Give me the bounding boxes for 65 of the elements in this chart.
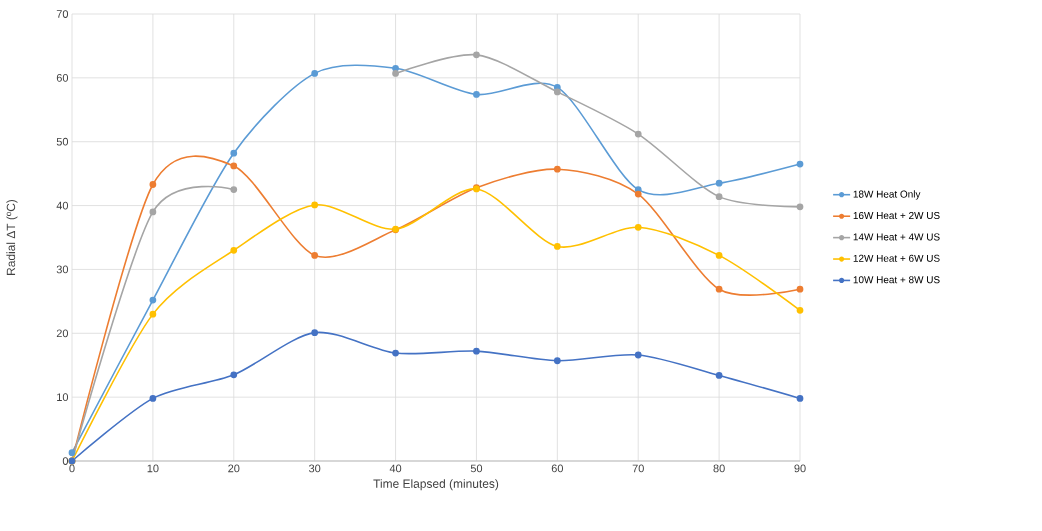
legend-label: 18W Heat Only bbox=[853, 190, 921, 200]
point bbox=[230, 186, 238, 193]
y-axis-title: Radial ΔT (ºC) bbox=[6, 199, 18, 275]
point bbox=[473, 347, 480, 355]
point bbox=[392, 349, 399, 357]
point bbox=[715, 372, 723, 379]
y-tick-label: 20 bbox=[56, 329, 69, 338]
point bbox=[796, 285, 804, 293]
point bbox=[634, 190, 642, 198]
legend-label: 12W Heat + 6W US bbox=[853, 254, 940, 262]
point bbox=[634, 351, 642, 359]
point bbox=[715, 285, 723, 293]
y-tick-label: 10 bbox=[57, 393, 69, 402]
point bbox=[230, 149, 238, 157]
point bbox=[230, 246, 238, 254]
point bbox=[553, 357, 561, 365]
point bbox=[715, 179, 723, 187]
y-tick-label: 40 bbox=[56, 201, 69, 210]
point bbox=[230, 162, 238, 170]
point bbox=[68, 449, 76, 457]
point bbox=[149, 181, 157, 188]
point bbox=[473, 51, 480, 59]
x-tick-label: 30 bbox=[309, 464, 321, 473]
y-tick-label: 60 bbox=[56, 73, 69, 82]
x-tick-label: 40 bbox=[389, 464, 402, 473]
x-tick-label: 70 bbox=[632, 464, 644, 473]
point bbox=[715, 251, 723, 259]
point bbox=[553, 88, 561, 96]
y-tick-label: 0 bbox=[62, 457, 69, 465]
point bbox=[553, 243, 561, 250]
point bbox=[634, 223, 642, 231]
x-tick-label: 10 bbox=[147, 464, 159, 473]
point bbox=[796, 203, 804, 211]
point bbox=[149, 296, 157, 304]
x-tick-label: 0 bbox=[69, 464, 75, 473]
point bbox=[230, 371, 238, 379]
legend-label: 16W Heat + 2W US bbox=[853, 212, 940, 220]
point bbox=[473, 91, 480, 98]
point bbox=[149, 208, 157, 216]
point bbox=[392, 70, 399, 77]
point bbox=[553, 84, 561, 91]
x-axis-title: Time Elapsed (minutes) bbox=[373, 479, 499, 491]
x-tick-label: 50 bbox=[470, 464, 483, 473]
x-tick-label: 90 bbox=[794, 464, 806, 473]
x-tick-label: 20 bbox=[228, 464, 240, 473]
point bbox=[796, 395, 804, 402]
point bbox=[715, 193, 723, 201]
point bbox=[796, 160, 804, 168]
point bbox=[149, 310, 157, 318]
point bbox=[149, 395, 157, 402]
point bbox=[311, 251, 319, 259]
legend-label: 10W Heat + 8W US bbox=[853, 276, 940, 284]
y-tick-label: 70 bbox=[56, 10, 69, 18]
legend-label: 14W Heat + 4W US bbox=[853, 233, 940, 241]
point bbox=[553, 165, 561, 173]
point bbox=[311, 70, 319, 77]
x-tick-label: 80 bbox=[713, 464, 725, 473]
y-tick-label: 50 bbox=[56, 137, 69, 146]
point bbox=[311, 201, 319, 209]
point bbox=[311, 329, 319, 337]
point bbox=[634, 130, 642, 138]
point bbox=[796, 306, 804, 314]
y-tick-label: 30 bbox=[56, 265, 69, 274]
x-tick-label: 60 bbox=[551, 464, 563, 473]
point bbox=[392, 64, 399, 72]
